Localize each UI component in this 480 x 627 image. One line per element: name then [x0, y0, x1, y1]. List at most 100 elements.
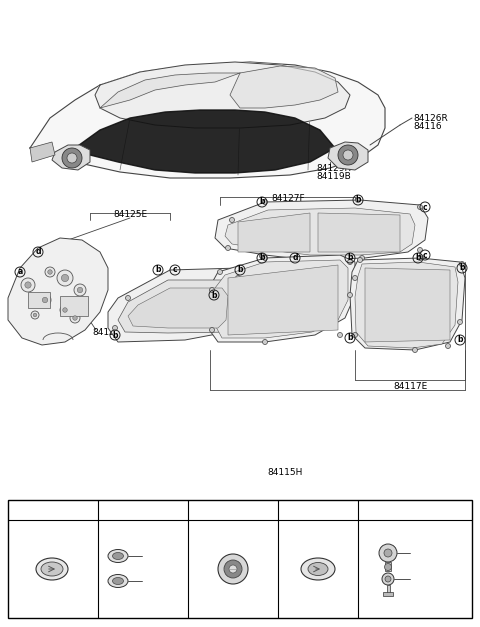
Circle shape [67, 153, 77, 163]
Circle shape [337, 332, 343, 337]
Ellipse shape [112, 552, 123, 559]
Circle shape [48, 270, 52, 274]
Circle shape [412, 347, 418, 352]
Circle shape [33, 314, 37, 317]
Text: b: b [105, 505, 111, 515]
Circle shape [209, 327, 215, 332]
Circle shape [360, 255, 364, 260]
Ellipse shape [36, 558, 68, 580]
Circle shape [238, 327, 242, 332]
Ellipse shape [112, 577, 123, 584]
Polygon shape [328, 142, 368, 170]
Circle shape [348, 260, 352, 265]
Circle shape [352, 275, 358, 280]
Text: 1043EA: 1043EA [411, 549, 443, 558]
Circle shape [459, 261, 465, 266]
Circle shape [229, 218, 235, 223]
Text: 84147: 84147 [26, 504, 55, 513]
Polygon shape [225, 208, 415, 255]
Text: 84115H: 84115H [267, 468, 303, 477]
Text: b: b [459, 263, 465, 273]
Circle shape [338, 145, 358, 165]
Ellipse shape [41, 562, 63, 576]
Circle shape [63, 308, 67, 312]
Circle shape [418, 248, 422, 253]
Polygon shape [52, 145, 90, 170]
Circle shape [236, 275, 240, 280]
Circle shape [263, 255, 267, 260]
Text: d: d [292, 253, 298, 263]
Polygon shape [230, 66, 338, 108]
Circle shape [379, 544, 397, 562]
Circle shape [61, 275, 69, 282]
Bar [60, 296, 88, 316]
Text: 10469: 10469 [206, 504, 235, 513]
Circle shape [73, 316, 77, 320]
Circle shape [385, 576, 391, 582]
Text: 84126R: 84126R [413, 114, 448, 123]
Polygon shape [95, 62, 350, 128]
Circle shape [60, 305, 70, 315]
Polygon shape [208, 255, 355, 342]
Circle shape [356, 198, 360, 203]
Polygon shape [365, 268, 450, 342]
Text: b: b [112, 330, 118, 339]
Text: 84120: 84120 [92, 328, 120, 337]
Circle shape [125, 295, 131, 300]
Circle shape [229, 565, 237, 573]
Polygon shape [215, 200, 428, 260]
Circle shape [348, 293, 352, 297]
Circle shape [260, 253, 264, 258]
Text: 84117E: 84117E [393, 382, 427, 391]
Polygon shape [318, 213, 400, 252]
Circle shape [263, 199, 267, 204]
Text: a: a [15, 505, 21, 515]
Polygon shape [108, 268, 250, 342]
Circle shape [217, 270, 223, 275]
Bar [386, 585, 389, 595]
Polygon shape [238, 213, 310, 252]
Circle shape [384, 564, 392, 571]
Text: d: d [35, 248, 41, 256]
Polygon shape [8, 238, 108, 345]
Polygon shape [128, 288, 228, 328]
Bar [385, 562, 391, 571]
Circle shape [352, 332, 358, 337]
Text: b: b [155, 265, 161, 275]
Bar [383, 592, 393, 596]
Ellipse shape [108, 549, 128, 562]
Circle shape [384, 549, 392, 557]
Polygon shape [75, 110, 335, 173]
Circle shape [62, 148, 82, 168]
Ellipse shape [108, 574, 128, 587]
Circle shape [21, 278, 35, 292]
Polygon shape [118, 280, 240, 333]
Ellipse shape [308, 562, 328, 576]
Text: b: b [457, 335, 463, 344]
Text: 84125E: 84125E [113, 210, 147, 219]
Circle shape [263, 339, 267, 344]
Circle shape [31, 311, 39, 319]
Text: b: b [259, 253, 265, 263]
Polygon shape [355, 262, 458, 348]
Text: b: b [415, 253, 421, 263]
Text: 84219E: 84219E [143, 577, 175, 586]
Circle shape [112, 325, 118, 330]
Circle shape [218, 554, 248, 584]
Text: c: c [196, 505, 200, 515]
Ellipse shape [301, 558, 335, 580]
Text: b: b [355, 196, 361, 204]
Bar [8, 500, 472, 618]
Circle shape [418, 255, 422, 260]
Circle shape [358, 258, 362, 263]
Polygon shape [228, 265, 338, 335]
Text: a: a [17, 268, 23, 277]
Text: b: b [211, 290, 217, 300]
Circle shape [343, 150, 353, 160]
Circle shape [209, 288, 215, 293]
Text: 84220U: 84220U [143, 552, 176, 561]
Circle shape [74, 284, 86, 296]
Circle shape [77, 287, 83, 293]
Text: 84119B: 84119B [316, 172, 351, 181]
Polygon shape [215, 260, 348, 338]
